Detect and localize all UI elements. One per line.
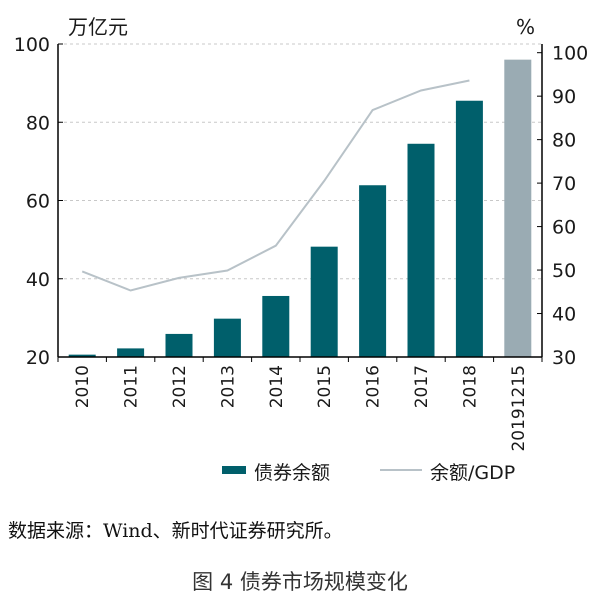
right-tick-label: 80 <box>552 130 576 152</box>
left-tick-label: 40 <box>26 269 50 291</box>
x-tick-label: 2015 <box>315 365 335 408</box>
bar <box>359 185 387 357</box>
left-axis-unit-label: 万亿元 <box>68 15 128 39</box>
right-tick-label: 30 <box>552 347 576 369</box>
bar <box>504 59 532 358</box>
x-tick-label: 2012 <box>170 365 190 408</box>
right-axis-unit-label: % <box>516 15 535 39</box>
x-tick-label: 20191215 <box>509 365 529 452</box>
left-tick-label: 60 <box>26 191 50 213</box>
right-tick-label: 40 <box>552 304 576 326</box>
legend: 债券余额 余额/GDP <box>222 462 515 484</box>
x-tick-label: 2010 <box>73 365 93 408</box>
legend-label-bars: 债券余额 <box>254 462 330 484</box>
bar <box>262 295 290 357</box>
bar-series <box>68 59 532 358</box>
chart: 20 40 60 80 100 30 40 50 60 70 80 90 100 2010 2011 2012… <box>14 15 589 484</box>
x-tick-label: 2017 <box>412 365 432 408</box>
left-tick-label: 20 <box>26 347 50 369</box>
figure-caption: 图 4 债券市场规模变化 <box>192 570 408 594</box>
x-tick-label: 2011 <box>122 365 142 408</box>
bar <box>213 318 241 357</box>
bar <box>455 100 483 357</box>
right-tick-label: 50 <box>552 260 576 282</box>
x-tick-label: 2013 <box>218 365 238 408</box>
right-tick-label: 70 <box>552 173 576 195</box>
left-tick-label: 80 <box>26 112 50 134</box>
line-series <box>81 79 470 292</box>
legend-label-line: 余额/GDP <box>430 462 515 484</box>
x-tick-label: 2018 <box>460 365 480 408</box>
left-tick-label: 100 <box>14 34 50 56</box>
bar <box>117 348 145 357</box>
bar <box>165 333 193 357</box>
bar <box>310 246 338 357</box>
x-tick-label: 2016 <box>364 365 384 408</box>
axes: 20 40 60 80 100 30 40 50 60 70 80 90 100 2010 2011 2012… <box>14 34 589 452</box>
right-tick-label: 90 <box>552 86 576 108</box>
bar <box>68 354 96 357</box>
bar <box>407 143 435 357</box>
right-tick-label: 100 <box>552 43 588 65</box>
x-tick-label: 2014 <box>267 365 287 408</box>
legend-swatch-bars <box>222 466 246 474</box>
right-tick-label: 60 <box>552 217 576 239</box>
source-note: 数据来源：Wind、新时代证券研究所。 <box>8 520 343 542</box>
ratio-line <box>81 79 470 292</box>
